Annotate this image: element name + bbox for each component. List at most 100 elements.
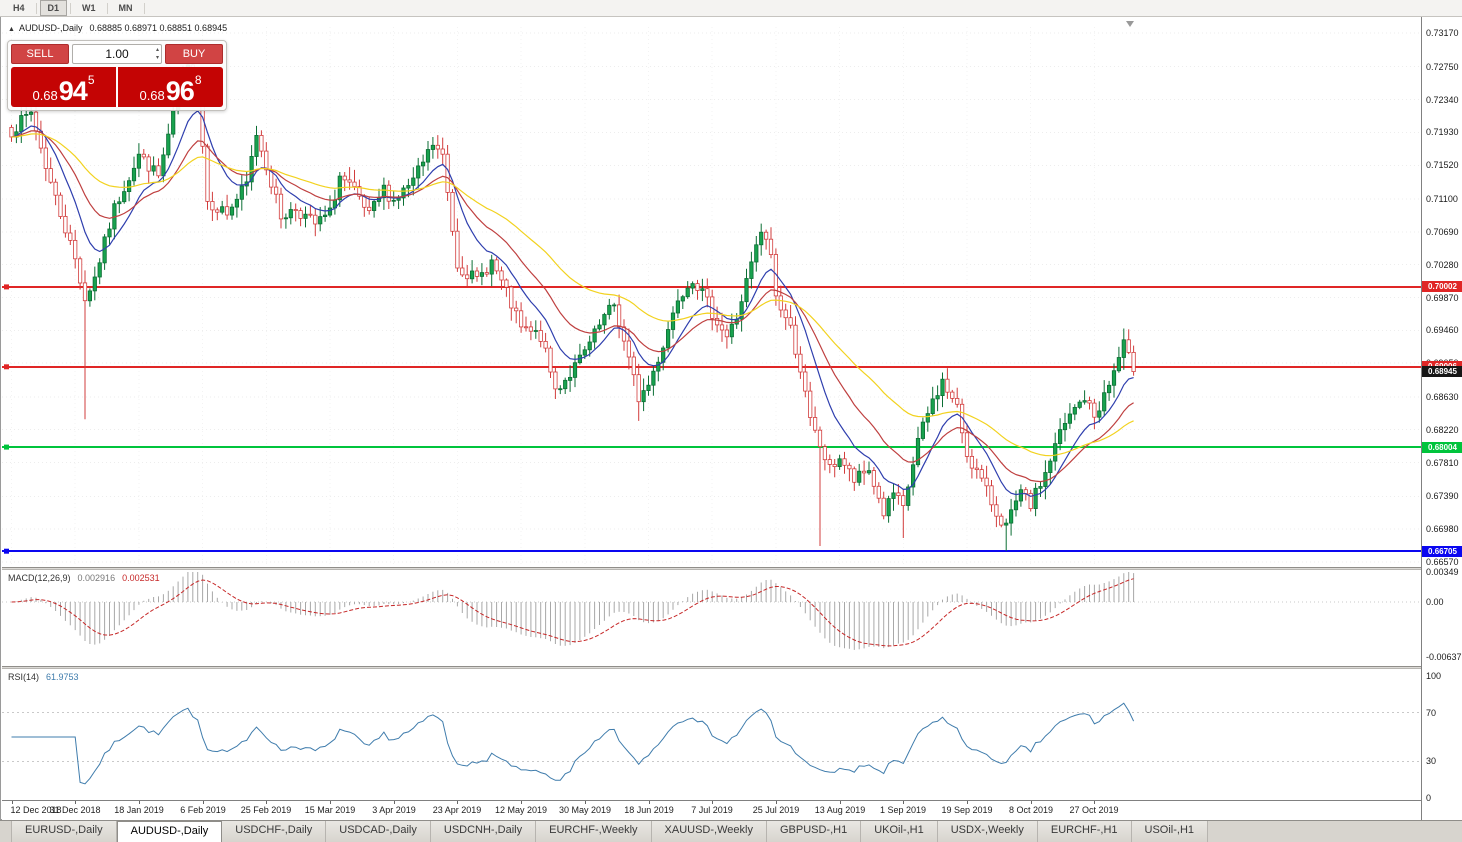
timeframe-button-w1[interactable]: W1 (82, 3, 96, 13)
price-line-label: 0.70002 (1422, 281, 1462, 292)
chart-tab[interactable]: EURCHF-,H1 (1037, 821, 1132, 842)
date-axis-label: 12 May 2019 (494, 805, 548, 815)
spin-up-icon[interactable]: ▴ (155, 47, 159, 53)
price-axis-tick: 0.67390 (1426, 491, 1459, 501)
rsi-panel-canvas[interactable] (2, 669, 1421, 800)
price-axis-tick: 0.72750 (1426, 62, 1459, 72)
date-axis-label: 19 Sep 2019 (941, 805, 993, 815)
chart-symbol-label: AUDUSD-,Daily (18, 23, 83, 33)
date-axis-tick (585, 801, 586, 804)
chart-shift-marker-icon[interactable] (1126, 21, 1134, 27)
horizontal-level-lines[interactable] (2, 284, 1421, 554)
price-axis-tick: 0.68220 (1426, 425, 1459, 435)
date-axis-label: 7 Jul 2019 (691, 805, 733, 815)
date-axis-label: 25 Feb 2019 (240, 805, 292, 815)
price-axis-tick: 0.69870 (1426, 293, 1459, 303)
grid (2, 27, 1421, 567)
date-axis-tick (330, 801, 331, 804)
date-axis-tick (457, 801, 458, 804)
buy-button[interactable]: BUY (165, 44, 223, 64)
date-axis-label: 31 Dec 2018 (49, 805, 101, 815)
buy-price-big: 96 (165, 76, 195, 106)
macd-indicator-label: MACD(12,26,9) 0.002916 0.002531 (8, 573, 160, 583)
timeframe-button-d1[interactable]: D1 (39, 0, 68, 16)
price-axis-tick: 0.71100 (1426, 194, 1458, 204)
rsi-axis-label: 0 (1426, 793, 1432, 803)
date-axis-label: 15 Mar 2019 (304, 805, 356, 815)
rsi-line (11, 702, 1135, 785)
macd-panel-canvas[interactable] (2, 570, 1421, 666)
toolbar-separator (143, 2, 145, 14)
rsi-axis-label: 70 (1426, 708, 1437, 718)
date-axis-label: 18 Jun 2019 (624, 805, 674, 815)
date-axis-tick (776, 801, 777, 804)
macd-signal-value: 0.002531 (122, 573, 160, 583)
chart-title-bar: ▲ AUDUSD-,Daily 0.68885 0.68971 0.68851 0.… (8, 23, 227, 33)
sell-button[interactable]: SELL (11, 44, 69, 64)
volume-value[interactable]: 1.00 (105, 47, 129, 61)
price-chart-canvas[interactable] (2, 17, 1421, 567)
rsi-panel-splitter[interactable] (2, 666, 1421, 669)
volume-field[interactable]: 1.00 ▴ ▾ (72, 44, 162, 64)
toolbar-separator (35, 2, 37, 14)
candlesticks (9, 52, 1136, 551)
date-axis-label: 30 May 2019 (558, 805, 612, 815)
timeframe-button-h4[interactable]: H4 (13, 3, 25, 13)
chart-tab[interactable]: USDCAD-,Daily (326, 821, 431, 842)
sell-price-prefix: 0.68 (32, 88, 58, 103)
chart-tab[interactable]: USDX-,Weekly (937, 821, 1038, 842)
chart-tab[interactable]: USDCHF-,Daily (222, 821, 327, 842)
current-price-label: 0.68945 (1422, 366, 1462, 377)
chart-ohlc-values: 0.68885 0.68971 0.68851 0.68945 (89, 23, 228, 33)
chart-tab[interactable]: EURCHF-,Weekly (536, 821, 652, 842)
price-axis-tick: 0.66570 (1426, 557, 1459, 567)
price-axis-tick: 0.68630 (1426, 392, 1459, 402)
macd-axis-label: -0.00637 (1426, 652, 1462, 662)
date-axis-tick (75, 801, 76, 804)
date-axis-label: 1 Sep 2019 (879, 805, 927, 815)
buy-price-prefix: 0.68 (139, 88, 165, 103)
volume-spinner[interactable]: ▴ ▾ (156, 46, 159, 62)
price-axis-tick: 0.67810 (1426, 458, 1459, 468)
spin-down-icon[interactable]: ▾ (155, 55, 159, 61)
date-axis-tick (266, 801, 267, 804)
chart-tab[interactable]: USDCNH-,Daily (430, 821, 537, 842)
price-line-label: 0.68004 (1422, 442, 1462, 453)
macd-histogram (15, 572, 1135, 650)
chart-tab[interactable]: UKOil-,H1 (861, 821, 938, 842)
panel-collapse-icon[interactable]: ▲ (8, 26, 15, 33)
price-axis-tick: 0.66980 (1426, 524, 1459, 534)
chart-tab[interactable]: USOil-,H1 (1131, 821, 1209, 842)
price-axis-tick: 0.71930 (1426, 127, 1459, 137)
date-axis-label: 3 Apr 2019 (372, 805, 416, 815)
buy-price-button[interactable]: 0.68 96 8 (118, 67, 223, 107)
timeframe-toolbar: H4 D1 W1 MN (0, 0, 1462, 17)
date-axis-label: 25 Jul 2019 (752, 805, 800, 815)
date-axis-tick (521, 801, 522, 804)
date-axis-tick (1094, 801, 1095, 804)
chart-tab[interactable]: GBPUSD-,H1 (766, 821, 862, 842)
tab-bar-spacer (0, 821, 12, 842)
date-axis-tick (903, 801, 904, 804)
chart-tab[interactable]: XAUUSD-,Weekly (651, 821, 767, 842)
price-axis[interactable]: 0.73170 0.72750 0.72340 0.71930 0.71520 0.711… (1421, 17, 1462, 820)
toolbar-separator (106, 2, 108, 14)
price-line-label: 0.66705 (1422, 546, 1462, 557)
sell-price-button[interactable]: 0.68 94 5 (11, 67, 116, 107)
chart-tab[interactable]: AUDUSD-,Daily (116, 821, 223, 842)
macd-signal-line (11, 578, 1134, 647)
date-axis-label: 6 Feb 2019 (180, 805, 226, 815)
chart-tab-bar: EURUSD-,Daily AUDUSD-,Daily USDCHF-,Daily U… (0, 820, 1462, 842)
date-axis-label: 23 Apr 2019 (432, 805, 482, 815)
date-axis-tick (649, 801, 650, 804)
date-axis-label: 27 Oct 2019 (1069, 805, 1119, 815)
date-axis-label: 12 Dec 2018 (10, 805, 62, 815)
date-axis-tick (139, 801, 140, 804)
moving-average-lines (11, 109, 1134, 498)
price-axis-tick: 0.70280 (1426, 260, 1459, 270)
date-axis-tick (12, 801, 13, 804)
chart-tab[interactable]: EURUSD-,Daily (12, 821, 117, 842)
timeframe-button-mn[interactable]: MN (118, 3, 133, 13)
macd-panel-splitter[interactable] (2, 567, 1421, 570)
